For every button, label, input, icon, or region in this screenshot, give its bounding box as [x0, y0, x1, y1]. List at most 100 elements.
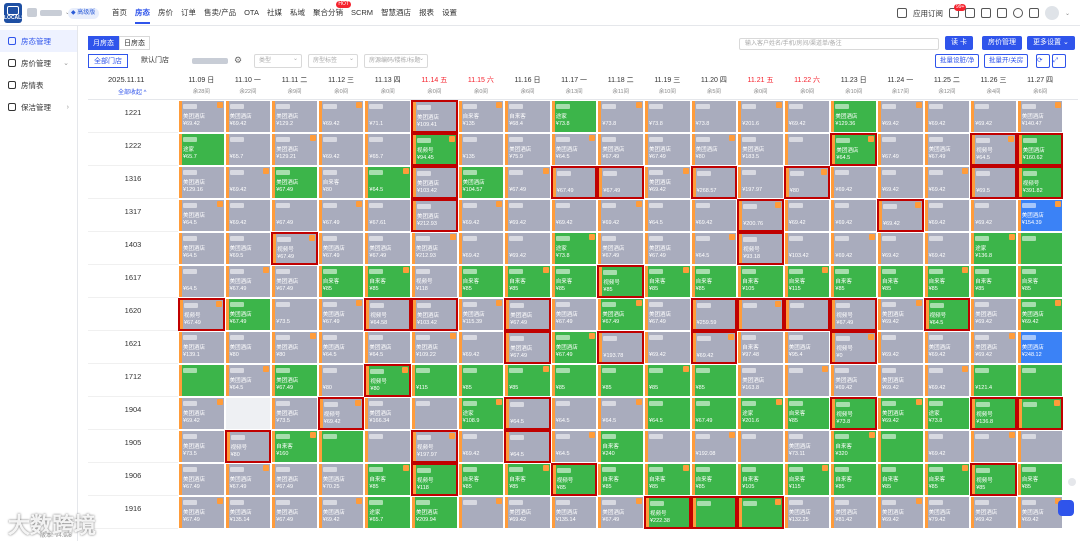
booking-cell[interactable]: 自来客 ¥80	[317, 166, 365, 199]
booking-cell[interactable]: 自来客 ¥85	[644, 463, 691, 496]
booking-cell[interactable]: 美团酒店 ¥67.49	[644, 232, 691, 265]
booking-cell[interactable]: 美团酒店 ¥248.12	[1016, 331, 1064, 364]
sidebar-item-1[interactable]: 房价管理 ⌄	[0, 52, 77, 74]
booking-cell[interactable]: ¥192.08	[690, 430, 738, 463]
booking-cell[interactable]	[1016, 232, 1064, 265]
booking-cell[interactable]: 视频号 ¥64.5	[923, 298, 971, 331]
booking-cell[interactable]: ¥67.61	[364, 199, 411, 232]
booking-cell[interactable]: 美团酒店 ¥115.39	[457, 298, 505, 331]
booking-cell[interactable]: ¥69.42	[550, 199, 598, 232]
room-search-select[interactable]: 房源编码/楼栋/标题	[364, 53, 428, 68]
booking-cell[interactable]: ¥67.49	[317, 199, 365, 232]
booking-cell[interactable]	[364, 430, 411, 463]
booking-cell[interactable]: 自来客 ¥68.4	[504, 100, 551, 133]
booking-cell[interactable]: 美团酒店 ¥64.5	[317, 331, 365, 364]
booking-cell[interactable]: 视频号 ¥67.49	[830, 298, 877, 331]
batch-dirty-clean-button[interactable]: 批量设脏/净	[935, 54, 980, 68]
booking-cell[interactable]: 美团酒店 ¥80	[690, 133, 738, 166]
booking-cell[interactable]: 自来客 ¥85	[504, 265, 551, 298]
nav-item-8[interactable]: 聚合分销 HOT	[309, 0, 351, 26]
tab-month-view[interactable]: 月房态	[88, 36, 119, 50]
tab-all-stores[interactable]: 全部门店	[88, 54, 128, 68]
booking-cell[interactable]: 视频号 ¥67.49	[178, 298, 225, 331]
booking-cell[interactable]: 美团酒店 ¥139.1	[178, 331, 225, 364]
chevron-down-icon[interactable]: ⌄	[1064, 10, 1070, 17]
booking-cell[interactable]: 美团酒店 ¥129.36	[830, 100, 877, 133]
booking-cell[interactable]: 美团酒店 ¥69.42	[970, 331, 1017, 364]
store-selector[interactable]: ⌄	[27, 8, 70, 17]
booking-cell[interactable]: 自来客 ¥85	[504, 463, 551, 496]
booking-cell[interactable]: ¥85	[550, 364, 598, 397]
booking-cell[interactable]: ¥69.42	[923, 100, 971, 133]
refresh-icon[interactable]: ⟳	[1036, 54, 1050, 68]
booking-cell[interactable]: ¥69.42	[504, 232, 551, 265]
booking-cell[interactable]: 美团酒店 ¥95.4	[783, 331, 831, 364]
booking-cell[interactable]: ¥69.42	[457, 430, 505, 463]
booking-cell[interactable]	[737, 298, 784, 331]
booking-cell[interactable]: ¥73.8	[690, 100, 738, 133]
booking-cell[interactable]: 美团酒店 ¥183.5	[737, 133, 784, 166]
booking-cell[interactable]: 美团酒店 ¥73.11	[783, 430, 831, 463]
booking-cell[interactable]: ¥103.42	[783, 232, 831, 265]
booking-cell[interactable]: 美团酒店 ¥140.47	[1016, 100, 1064, 133]
booking-cell[interactable]	[317, 430, 365, 463]
booking-cell[interactable]: ¥69.42	[644, 331, 691, 364]
booking-cell[interactable]: ¥135	[457, 133, 505, 166]
booking-cell[interactable]: 美团酒店 ¥104.57	[457, 166, 505, 199]
booking-cell[interactable]: ¥69.42	[830, 199, 877, 232]
booking-cell[interactable]: ¥67.49	[550, 166, 598, 199]
booking-cell[interactable]: ¥69.42	[457, 232, 505, 265]
booking-cell[interactable]	[1016, 364, 1064, 397]
collapse-all-link[interactable]: 全部收起 ^	[118, 90, 147, 96]
booking-cell[interactable]: 视频号 ¥85	[597, 265, 644, 298]
booking-cell[interactable]: 视频号 ¥64.5	[970, 133, 1017, 166]
booking-cell[interactable]: 美团酒店 ¥73.5	[271, 397, 318, 430]
booking-cell[interactable]: 自来客 ¥85	[830, 265, 877, 298]
booking-cell[interactable]: 自来客 ¥85	[877, 265, 924, 298]
booking-cell[interactable]: 自来客 ¥115	[783, 265, 831, 298]
booking-cell[interactable]: 美团酒店 ¥69.5	[224, 232, 272, 265]
booking-cell[interactable]: 自来客 ¥85	[1016, 463, 1064, 496]
gear-icon[interactable]: ⚙	[234, 55, 243, 65]
booking-cell[interactable]: ¥69.42	[504, 199, 551, 232]
booking-cell[interactable]: 美团酒店 ¥67.49	[923, 133, 971, 166]
booking-cell[interactable]: 视频号 ¥67.49	[271, 232, 318, 265]
room-type-select[interactable]: 房型标签	[308, 53, 358, 68]
booking-cell[interactable]	[783, 133, 831, 166]
booking-cell[interactable]: 美团酒店 ¥67.49	[271, 166, 318, 199]
booking-cell[interactable]: 美团酒店 ¥103.42	[411, 298, 458, 331]
booking-cell[interactable]: 自来客 ¥85	[923, 463, 971, 496]
booking-cell[interactable]	[411, 397, 458, 430]
booking-cell[interactable]: 自来客 ¥105	[737, 463, 784, 496]
booking-cell[interactable]: 视频号 ¥94.45	[411, 133, 458, 166]
booking-cell[interactable]: 美团酒店 ¥64.5	[830, 133, 877, 166]
nav-item-7[interactable]: 私域	[286, 0, 309, 26]
booking-cell[interactable]: 美团酒店 ¥67.49	[597, 232, 644, 265]
booking-cell[interactable]: ¥85	[690, 364, 738, 397]
booking-cell[interactable]	[877, 430, 924, 463]
booking-cell[interactable]	[1016, 397, 1064, 430]
booking-cell[interactable]: 美团酒店 ¥64.5	[364, 331, 411, 364]
booking-cell[interactable]	[457, 496, 505, 529]
booking-cell[interactable]: 美团酒店 ¥67.49	[550, 331, 598, 364]
booking-cell[interactable]: 美团酒店 ¥67.49	[271, 496, 318, 529]
booking-cell[interactable]: 美团酒店 ¥103.42	[411, 166, 458, 199]
bell-icon[interactable]: 99+	[948, 4, 967, 18]
booking-cell[interactable]: 美团酒店 ¥132.25	[783, 496, 831, 529]
nav-item-10[interactable]: 智慧酒店	[377, 0, 415, 26]
booking-cell[interactable]: ¥64.5	[690, 232, 738, 265]
booking-cell[interactable]: 美团酒店 ¥67.49	[597, 133, 644, 166]
booking-cell[interactable]: 美团酒店 ¥129.16	[178, 166, 225, 199]
settings-icon[interactable]	[1028, 8, 1039, 18]
booking-cell[interactable]: 美团酒店 ¥67.49	[597, 496, 644, 529]
booking-cell[interactable]: 美团酒店 ¥75.9	[504, 133, 551, 166]
booking-cell[interactable]: ¥197.97	[737, 166, 784, 199]
booking-cell[interactable]: 视频号 ¥85	[550, 463, 598, 496]
booking-cell[interactable]: 美团酒店 ¥67.49	[317, 232, 365, 265]
nav-item-2[interactable]: 房价	[154, 0, 177, 26]
search-input[interactable]: 输入客户姓名/手机/房间/渠道单/备注	[739, 38, 939, 50]
booking-cell[interactable]: 美团酒店 ¥109.41	[411, 100, 458, 133]
booking-cell[interactable]: ¥65.7	[364, 133, 411, 166]
booking-cell[interactable]: 自来客 ¥85	[550, 265, 598, 298]
booking-cell[interactable]: 自来客 ¥85	[364, 265, 411, 298]
